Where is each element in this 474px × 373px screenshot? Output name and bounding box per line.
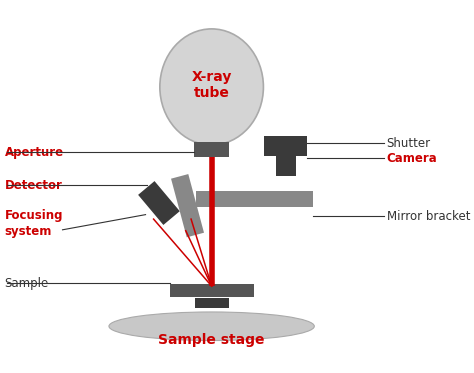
Polygon shape: [171, 174, 204, 237]
Ellipse shape: [109, 312, 314, 341]
Text: Sample stage: Sample stage: [158, 333, 265, 347]
Polygon shape: [138, 181, 180, 225]
Bar: [195, 298, 228, 308]
Bar: [276, 147, 296, 176]
Bar: [204, 143, 219, 148]
Text: X-ray
tube: X-ray tube: [191, 70, 232, 100]
Text: Detector: Detector: [4, 179, 63, 192]
Bar: [196, 191, 312, 207]
Bar: [170, 284, 254, 297]
Text: Shutter: Shutter: [387, 137, 431, 150]
Text: Camera: Camera: [387, 152, 438, 165]
Bar: [264, 136, 307, 156]
Bar: [194, 142, 229, 157]
Text: Aperture: Aperture: [4, 145, 64, 159]
Text: Focusing
system: Focusing system: [4, 209, 63, 238]
Text: Mirror bracket: Mirror bracket: [387, 210, 470, 223]
Ellipse shape: [160, 29, 264, 145]
Text: Sample: Sample: [4, 277, 49, 290]
